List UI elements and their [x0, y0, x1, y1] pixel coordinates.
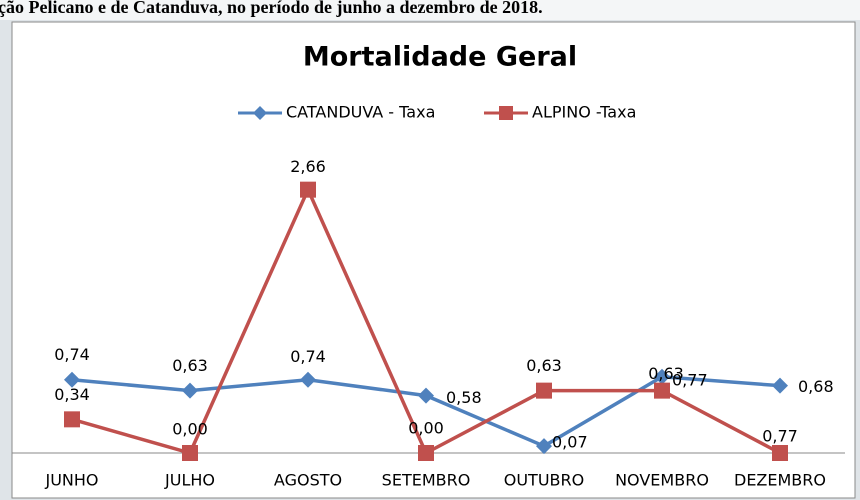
data-label: 0,68	[798, 377, 834, 396]
data-label: 0,07	[552, 433, 588, 452]
data-label: 2,66	[290, 157, 326, 176]
point	[772, 377, 788, 394]
x-tick-label: NOVEMBRO	[615, 471, 709, 490]
x-tick-label: OUTUBRO	[504, 471, 584, 490]
data-label: 0,63	[648, 364, 684, 383]
point	[772, 445, 788, 461]
x-tick-label: JULHO	[164, 471, 215, 490]
x-tick-label: JUNHO	[44, 471, 98, 490]
legend-label: CATANDUVA - Taxa	[286, 103, 435, 122]
point	[418, 387, 434, 404]
legend-label: ALPINO -Taxa	[532, 103, 636, 122]
point	[654, 368, 670, 385]
caption: ção Pelicano e de Catanduva, no período …	[0, 0, 543, 17]
x-tick-label: SETEMBRO	[382, 471, 471, 490]
data-label: 0,74	[290, 347, 326, 366]
legend-marker	[253, 106, 267, 120]
point	[654, 382, 670, 399]
x-tick-label: DEZEMBRO	[734, 471, 826, 490]
point	[300, 181, 316, 198]
data-label: 0,00	[172, 420, 208, 439]
data-label: 0,63	[526, 356, 562, 375]
chart-title: Mortalidade Geral	[303, 42, 577, 73]
point	[418, 445, 434, 461]
point	[64, 371, 80, 388]
annotation: 0,77	[762, 427, 798, 446]
data-label: 0,58	[446, 388, 482, 407]
data-label: 0,00	[408, 419, 444, 438]
data-label: 0,34	[54, 385, 90, 404]
point	[300, 371, 316, 388]
data-label: 0,63	[172, 356, 208, 375]
data-label: 0,77	[672, 370, 708, 389]
x-tick-label: AGOSTO	[274, 471, 342, 490]
point	[182, 382, 198, 399]
data-label: 0,74	[54, 345, 90, 364]
point	[536, 438, 552, 455]
point	[182, 445, 198, 461]
caption-strip	[0, 0, 860, 20]
legend-marker	[499, 106, 513, 120]
point	[64, 411, 80, 428]
point	[536, 382, 552, 399]
